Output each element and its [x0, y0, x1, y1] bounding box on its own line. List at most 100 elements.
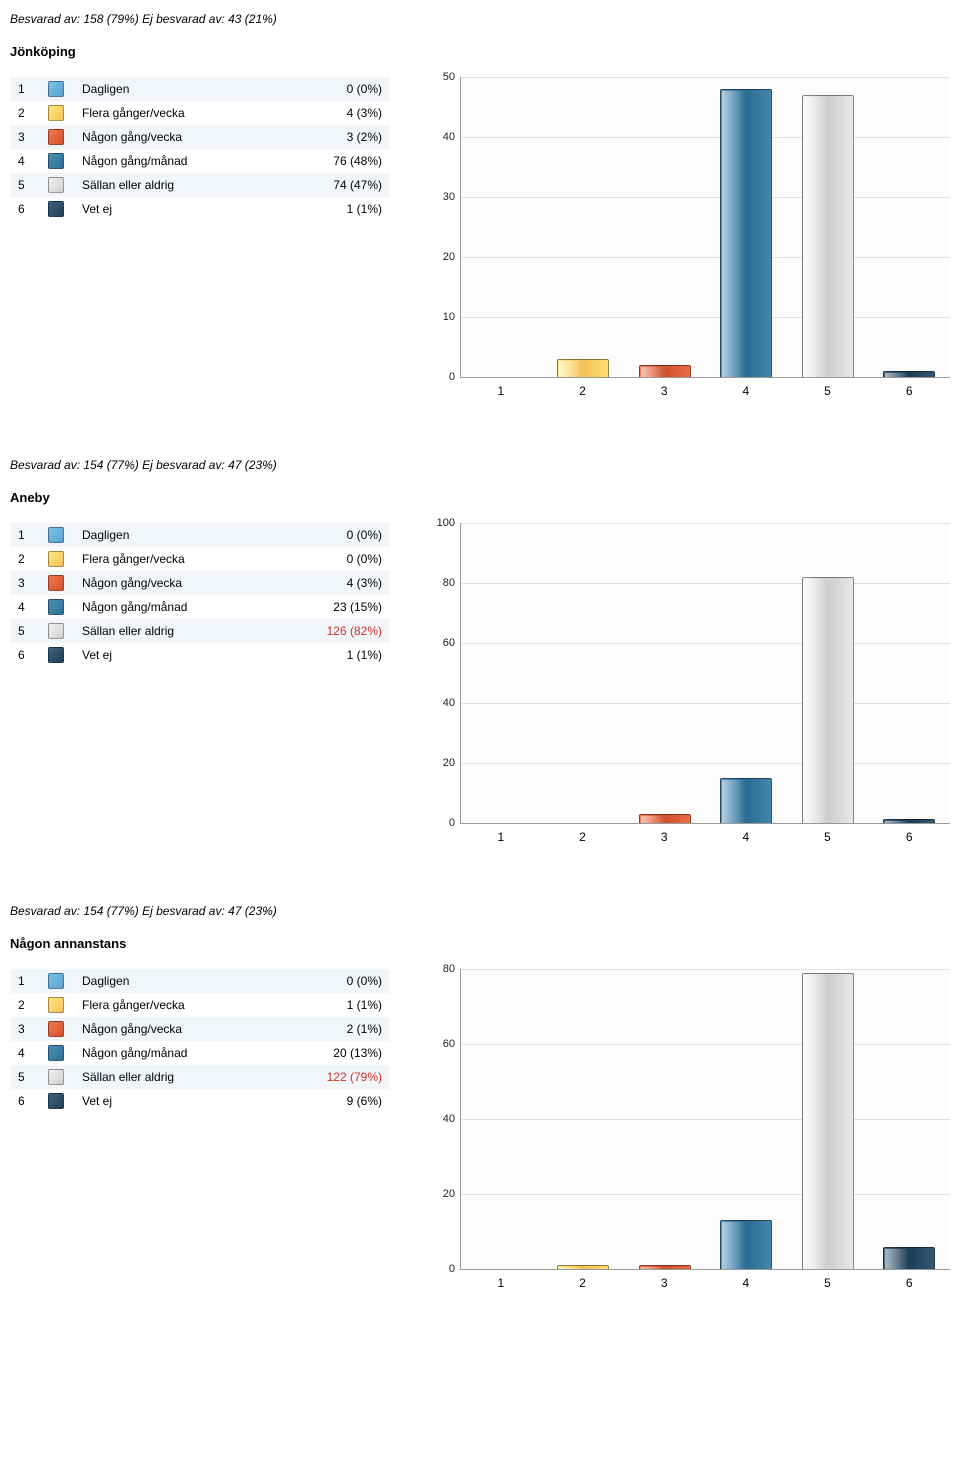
bar-highlight — [885, 821, 909, 823]
legend-value: 4 (3%) — [274, 101, 390, 125]
legend-swatch — [48, 1093, 64, 1109]
bar-slot — [624, 523, 706, 823]
legend-swatch-cell — [40, 969, 74, 993]
bar — [802, 577, 854, 823]
legend-table: 1Dagligen0 (0%)2Flera gånger/vecka1 (1%)… — [10, 969, 390, 1113]
bar — [639, 365, 691, 377]
bar — [802, 95, 854, 377]
legend-swatch — [48, 177, 64, 193]
section-title: Aneby — [10, 490, 950, 505]
bar — [720, 778, 772, 823]
y-tick-label: 20 — [423, 757, 455, 769]
legend-row: 6 Vet ej1 (1%) — [10, 197, 390, 221]
survey-section: Besvarad av: 154 (77%) Ej besvarad av: 4… — [10, 904, 950, 1290]
legend-index: 5 — [10, 619, 40, 643]
bar-slot — [706, 969, 788, 1269]
legend-index: 1 — [10, 523, 40, 547]
bar — [639, 1265, 691, 1269]
bars-container — [461, 523, 950, 823]
bar-highlight — [559, 361, 583, 377]
legend-swatch-cell — [40, 149, 74, 173]
y-tick-label: 30 — [423, 191, 455, 203]
chart-wrap: 020406080123456 — [420, 969, 950, 1290]
y-tick-label: 10 — [423, 311, 455, 323]
y-tick-label: 80 — [423, 577, 455, 589]
bar — [639, 814, 691, 823]
x-axis: 123456 — [460, 378, 950, 398]
legend-row: 3Någon gång/vecka4 (3%) — [10, 571, 390, 595]
x-tick-label: 4 — [705, 824, 787, 844]
y-tick-label: 50 — [423, 71, 455, 83]
legend-swatch-cell — [40, 595, 74, 619]
legend-label: Flera gånger/vecka — [74, 993, 274, 1017]
response-summary: Besvarad av: 154 (77%) Ej besvarad av: 4… — [10, 458, 950, 472]
bar-highlight — [804, 97, 828, 377]
x-tick-label: 5 — [787, 1270, 869, 1290]
bar-slot — [461, 969, 543, 1269]
legend-swatch — [48, 527, 64, 543]
legend-swatch — [48, 1045, 64, 1061]
x-tick-label: 4 — [705, 378, 787, 398]
legend-row: 5Sällan eller aldrig74 (47%) — [10, 173, 390, 197]
bar-slot — [869, 969, 951, 1269]
section-title: Någon annanstans — [10, 936, 950, 951]
bar-highlight — [885, 1249, 909, 1270]
bar-slot — [706, 77, 788, 377]
x-tick-label: 3 — [623, 378, 705, 398]
legend-table: 1Dagligen0 (0%)2Flera gånger/vecka0 (0%)… — [10, 523, 390, 667]
x-tick-label: 6 — [868, 378, 950, 398]
bar — [802, 973, 854, 1269]
bar-highlight — [722, 780, 746, 823]
bar — [883, 1247, 935, 1270]
section-title: Jönköping — [10, 44, 950, 59]
bar-highlight — [722, 1222, 746, 1269]
legend-swatch-cell — [40, 125, 74, 149]
y-tick-label: 40 — [423, 131, 455, 143]
x-tick-label: 2 — [542, 1270, 624, 1290]
legend-swatch-cell — [40, 993, 74, 1017]
bar-slot — [787, 523, 869, 823]
legend-label: Vet ej — [74, 197, 274, 221]
legend-swatch-cell — [40, 77, 74, 101]
legend-index: 4 — [10, 1041, 40, 1065]
legend-value: 0 (0%) — [274, 969, 390, 993]
legend-label: Någon gång/månad — [74, 1041, 274, 1065]
legend-value: 0 (0%) — [274, 77, 390, 101]
legend-label: Sällan eller aldrig — [74, 619, 274, 643]
bar-highlight — [641, 1267, 665, 1269]
legend-label: Någon gång/månad — [74, 149, 274, 173]
legend-value: 1 (1%) — [274, 197, 390, 221]
legend-index: 4 — [10, 595, 40, 619]
legend-value: 20 (13%) — [274, 1041, 390, 1065]
bar-slot — [869, 523, 951, 823]
legend-value: 126 (82%) — [274, 619, 390, 643]
legend-swatch — [48, 551, 64, 567]
legend-label: Vet ej — [74, 1089, 274, 1113]
legend-swatch — [48, 997, 64, 1013]
y-tick-label: 80 — [423, 963, 455, 975]
legend-index: 6 — [10, 197, 40, 221]
x-tick-label: 2 — [542, 824, 624, 844]
bars-container — [461, 77, 950, 377]
legend-index: 6 — [10, 643, 40, 667]
bars-container — [461, 969, 950, 1269]
bar-highlight — [804, 579, 828, 823]
bar-chart: 020406080 — [460, 969, 950, 1270]
legend-swatch — [48, 599, 64, 615]
y-tick-label: 20 — [423, 1188, 455, 1200]
bar-highlight — [722, 91, 746, 377]
legend-index: 2 — [10, 101, 40, 125]
y-tick-label: 0 — [423, 817, 455, 829]
x-tick-label: 4 — [705, 1270, 787, 1290]
legend-row: 5Sällan eller aldrig122 (79%) — [10, 1065, 390, 1089]
legend-swatch — [48, 153, 64, 169]
bar — [883, 371, 935, 377]
x-tick-label: 6 — [868, 1270, 950, 1290]
legend-row: 4Någon gång/månad76 (48%) — [10, 149, 390, 173]
legend-index: 5 — [10, 1065, 40, 1089]
x-axis: 123456 — [460, 1270, 950, 1290]
legend-label: Flera gånger/vecka — [74, 547, 274, 571]
legend-index: 4 — [10, 149, 40, 173]
x-tick-label: 1 — [460, 824, 542, 844]
survey-section: Besvarad av: 158 (79%) Ej besvarad av: 4… — [10, 12, 950, 398]
